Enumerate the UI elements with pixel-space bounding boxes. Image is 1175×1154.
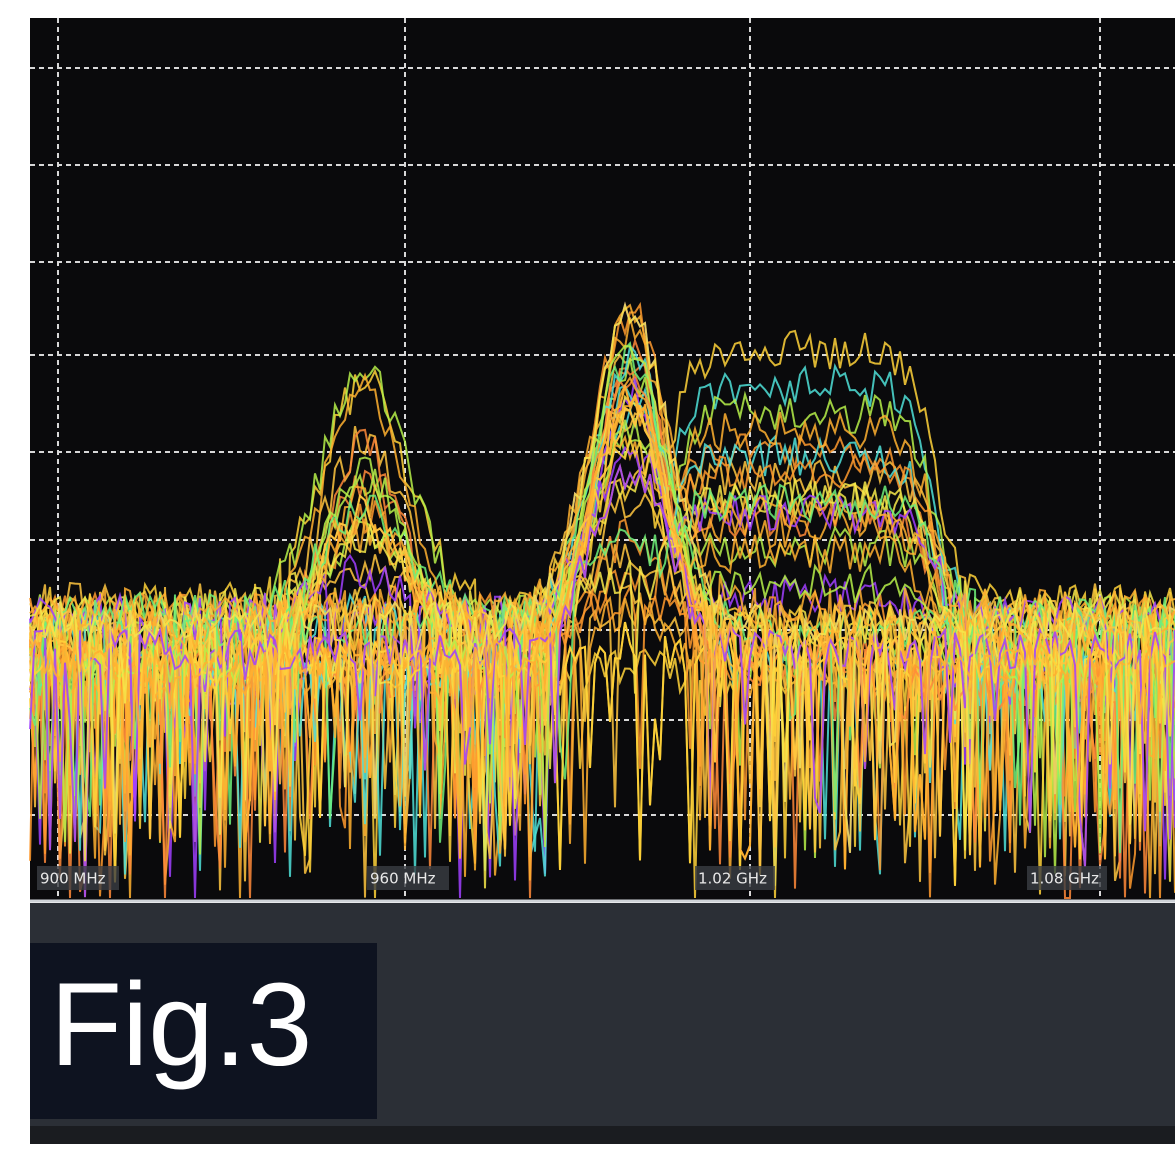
figure-label: Fig.3 — [50, 959, 312, 1091]
frequency-label-bg — [1027, 866, 1107, 890]
frequency-label-bg — [37, 866, 119, 890]
trace — [29, 301, 1175, 862]
trace — [29, 385, 1175, 870]
figure-label-box — [30, 943, 377, 1119]
frequency-label: 900 MHz — [40, 870, 106, 888]
frequency-label-bg — [367, 866, 449, 890]
frequency-label: 1.08 GHz — [1030, 870, 1099, 888]
frequency-label: 960 MHz — [370, 870, 436, 888]
trace — [29, 434, 1175, 862]
frequency-label-bg — [695, 866, 775, 890]
traces — [29, 301, 1175, 899]
frequency-label: 1.02 GHz — [698, 870, 767, 888]
frequency-labels: 900 MHz 960 MHz 1.02 GHz 1.08 GHz — [37, 866, 1107, 890]
bezel-bottom — [30, 1126, 1175, 1144]
